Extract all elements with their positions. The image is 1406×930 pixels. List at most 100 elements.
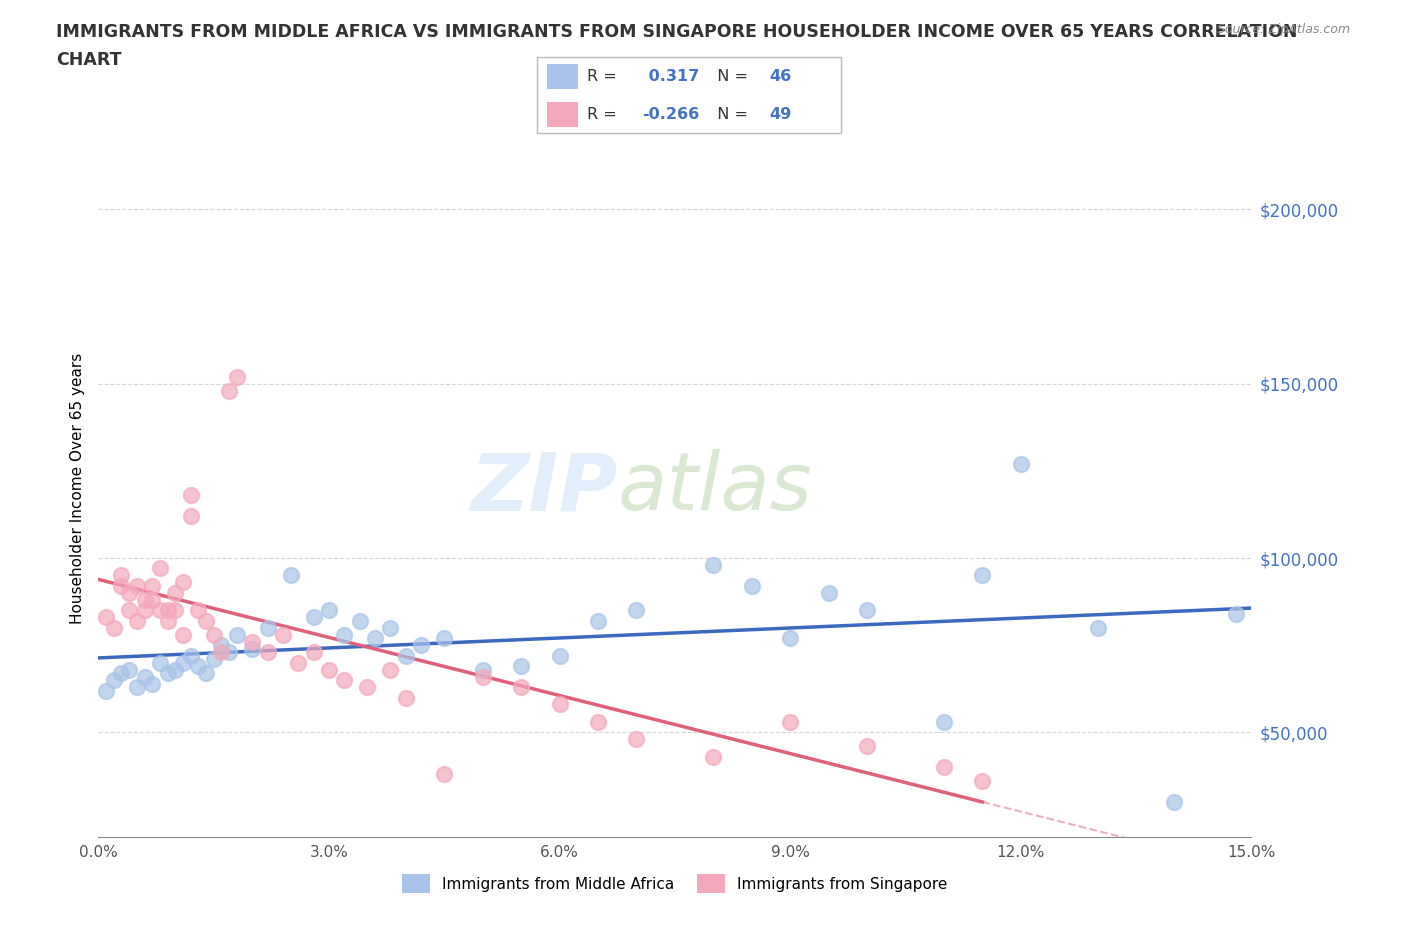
Point (202, 627, 225, 642)
Point (134, 592, 156, 607)
Point (195, 614, 218, 629)
Point (165, 603, 187, 618)
Point (364, 631, 387, 645)
Point (218, 383, 240, 398)
Point (156, 666, 179, 681)
Point (125, 578, 148, 593)
Point (510, 658, 533, 673)
Point (156, 603, 179, 618)
Point (125, 680, 148, 695)
Point (318, 603, 340, 618)
Point (225, 369, 247, 384)
Point (395, 690, 418, 705)
Point (280, 568, 302, 583)
Point (180, 648, 202, 663)
Point (165, 662, 187, 677)
Point (1225, 606, 1247, 621)
Point (411, 638, 433, 653)
Point (240, 642, 263, 657)
Point (779, 714, 801, 729)
Point (172, 575, 194, 590)
Point (741, 578, 763, 593)
Text: ZIP: ZIP (470, 449, 617, 527)
Point (172, 627, 194, 642)
Point (149, 603, 172, 618)
Point (180, 487, 202, 502)
Point (118, 603, 141, 618)
Point (471, 670, 494, 684)
Point (333, 672, 356, 687)
Point (94, 683, 117, 698)
Point (218, 644, 240, 659)
Point (240, 634, 263, 649)
Point (202, 652, 225, 667)
Point (209, 644, 232, 659)
Point (103, 620, 125, 635)
Point (302, 644, 325, 659)
Point (433, 631, 456, 645)
Point (349, 614, 371, 629)
Point (510, 680, 533, 695)
Point (1163, 794, 1185, 809)
Text: Source: ZipAtlas.com: Source: ZipAtlas.com (1216, 23, 1350, 36)
Point (125, 614, 148, 629)
Bar (547, 64, 578, 89)
Point (187, 603, 209, 618)
Text: atlas: atlas (617, 449, 813, 527)
Point (932, 714, 955, 729)
Point (356, 680, 378, 695)
Point (134, 670, 156, 684)
Point (172, 655, 194, 670)
Point (149, 561, 172, 576)
Point (287, 655, 309, 670)
Point (180, 509, 202, 524)
Point (626, 603, 648, 618)
Text: 0.317: 0.317 (643, 69, 699, 84)
Y-axis label: Householder Income Over 65 years: Householder Income Over 65 years (69, 352, 84, 624)
Text: R =: R = (586, 69, 621, 84)
Point (110, 666, 132, 681)
Point (134, 603, 156, 618)
Text: CHART: CHART (56, 51, 122, 69)
Point (433, 766, 456, 781)
Point (1010, 457, 1032, 472)
Point (302, 610, 325, 625)
Point (779, 631, 801, 645)
Point (149, 655, 172, 670)
Point (256, 620, 278, 635)
Bar (547, 101, 578, 127)
Point (141, 676, 163, 691)
Point (702, 557, 724, 572)
Text: N =: N = (707, 107, 754, 122)
Point (141, 578, 163, 593)
Point (94, 610, 117, 625)
Point (256, 644, 278, 659)
Text: IMMIGRANTS FROM MIDDLE AFRICA VS IMMIGRANTS FROM SINGAPORE HOUSEHOLDER INCOME OV: IMMIGRANTS FROM MIDDLE AFRICA VS IMMIGRA… (56, 23, 1298, 41)
Point (118, 662, 141, 677)
Point (110, 568, 132, 583)
Text: 46: 46 (769, 69, 792, 84)
Point (548, 698, 571, 712)
Point (225, 627, 247, 642)
Point (187, 658, 209, 673)
Legend: Immigrants from Middle Africa, Immigrants from Singapore: Immigrants from Middle Africa, Immigrant… (396, 869, 953, 899)
Point (271, 627, 294, 642)
Point (209, 638, 232, 653)
Point (110, 578, 132, 593)
FancyBboxPatch shape (537, 58, 841, 133)
Point (156, 614, 179, 629)
Point (333, 627, 356, 642)
Point (817, 586, 839, 601)
Point (856, 603, 879, 618)
Point (118, 586, 141, 601)
Point (586, 614, 609, 629)
Point (141, 592, 163, 607)
Text: R =: R = (586, 107, 621, 122)
Point (103, 672, 125, 687)
Point (1087, 620, 1109, 635)
Text: 49: 49 (769, 107, 792, 122)
Point (702, 750, 724, 764)
Point (586, 714, 609, 729)
Point (626, 732, 648, 747)
Point (548, 648, 571, 663)
